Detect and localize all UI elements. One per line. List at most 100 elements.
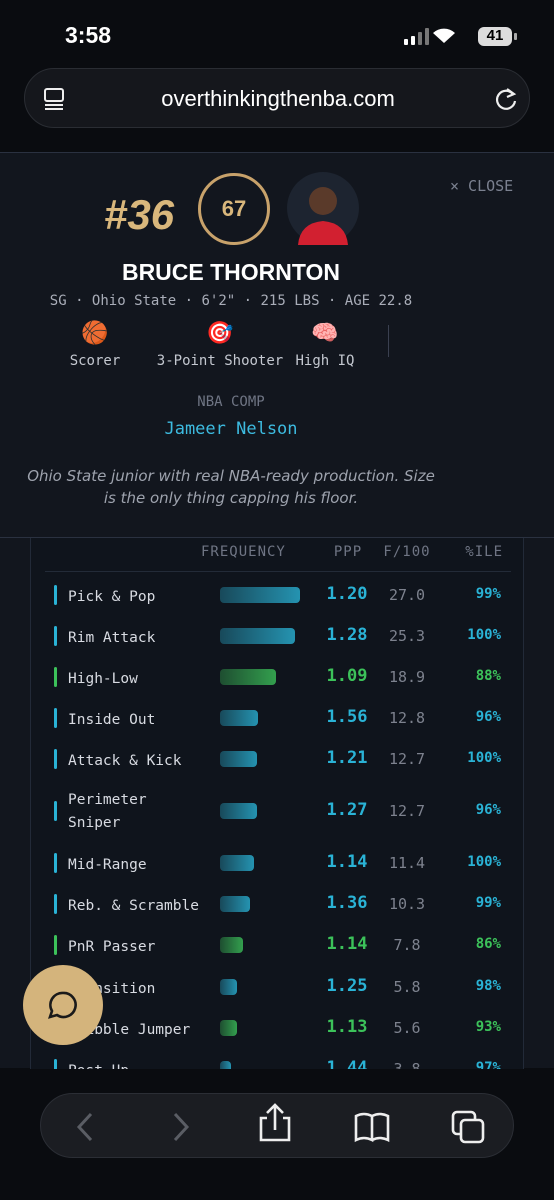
percentile: 99% (475, 586, 501, 602)
percentile: 93% (475, 1019, 501, 1035)
ppp: 1.14 (326, 934, 368, 954)
playtype-name: Reb. & Scramble (68, 898, 199, 914)
f100: 12.8 (388, 709, 426, 727)
ppp: 1.14 (326, 852, 368, 872)
address-bar[interactable]: overthinkingthenba.com (24, 68, 530, 128)
frequency-bar (220, 855, 254, 871)
comp-name[interactable]: Jameer Nelson (164, 419, 298, 439)
toolbar (40, 1093, 514, 1158)
percentile: 96% (475, 802, 501, 818)
playtype-name: Inside Out (68, 712, 156, 728)
frequency-bar (220, 937, 243, 953)
modal: × CLOSE #36 67 BRUCE THORNTON SG · Ohio … (0, 152, 554, 1069)
playtype-table: FREQUENCY PPP F/100 %ILE Pick & Pop 1.20 27.0… (30, 538, 524, 1069)
player-photo (287, 172, 359, 245)
ppp: 1.44 (326, 1058, 368, 1069)
toolbar-icons (76, 1103, 485, 1144)
ppp: 1.13 (326, 1017, 368, 1037)
ppp: 1.56 (326, 707, 368, 727)
tag-label: 3-Point Shooter (156, 353, 284, 369)
ppp: 1.25 (326, 976, 368, 996)
frequency-bar (220, 979, 238, 995)
chat-button[interactable] (23, 965, 103, 1045)
divider (388, 325, 389, 357)
playtype-name: PnR Passer (68, 939, 156, 955)
separator (0, 537, 554, 538)
percentile: 97% (475, 1060, 501, 1069)
row-indicator (54, 801, 57, 821)
status-icons (404, 27, 517, 46)
column-header: PPP (333, 544, 363, 560)
percentile: 86% (475, 936, 501, 952)
f100: 11.4 (388, 854, 426, 872)
tabs-icon[interactable] (43, 87, 67, 111)
ppp: 1.09 (326, 666, 368, 686)
frequency-bar (220, 669, 276, 685)
playtype-name: High-Low (68, 671, 138, 687)
ppp: 1.20 (326, 584, 368, 604)
frequency-bar (220, 1020, 237, 1036)
f100: 27.0 (388, 586, 426, 604)
percentile: 100% (467, 627, 501, 643)
f100: 7.8 (393, 936, 421, 954)
playtype-name: Attack & Kick (68, 753, 182, 769)
ppp: 1.21 (326, 748, 368, 768)
percentile: 100% (467, 854, 501, 870)
row-indicator (54, 585, 57, 605)
frequency-bar (220, 751, 258, 767)
f100: 25.3 (388, 627, 426, 645)
chat-icon (47, 991, 77, 1019)
f100: 12.7 (388, 802, 426, 820)
frequency-bar (220, 710, 258, 726)
url[interactable]: overthinkingthenba.com (161, 86, 395, 111)
row-indicator (54, 853, 57, 873)
tag-icon: 🧠 (311, 321, 339, 346)
row-indicator (54, 749, 57, 769)
close-button[interactable]: × CLOSE (450, 177, 514, 195)
grade: 67 (198, 173, 270, 245)
f100: 12.7 (388, 750, 426, 768)
playtype-name: Perimeter Sniper (68, 792, 147, 831)
ppp: 1.28 (326, 625, 368, 645)
percentile: 99% (475, 895, 501, 911)
comp-label: NBA COMP (197, 394, 265, 410)
tags: 🏀 Scorer 🎯 3-Point Shooter 🧠 High IQ (60, 321, 390, 371)
percentile: 98% (475, 978, 501, 994)
row-indicator (54, 894, 57, 914)
tag-icon: 🎯 (206, 321, 234, 346)
playtype-name: Dribble Jumper (68, 1022, 191, 1038)
f100: 18.9 (388, 668, 426, 686)
f100: 10.3 (388, 895, 426, 913)
percentile: 88% (475, 668, 501, 684)
rank: #36 (104, 191, 175, 238)
row-indicator (54, 667, 57, 687)
column-header: FREQUENCY (201, 544, 286, 560)
frequency-bar (220, 803, 258, 819)
summary: Ohio State junior with real NBA-ready pr… (27, 467, 435, 507)
percentile: 100% (467, 750, 501, 766)
playtype-name: Pick & Pop (68, 589, 156, 605)
frequency-bar (220, 628, 295, 644)
playtype-name: Rim Attack (68, 630, 156, 646)
battery-level: 41 (486, 27, 504, 44)
player-name: BRUCE THORNTON (121, 259, 341, 285)
f100: 3.8 (393, 1060, 421, 1069)
tag-icon: 🏀 (81, 321, 109, 346)
tag-label: High IQ (295, 353, 355, 369)
ppp: 1.36 (326, 893, 368, 913)
header-rule (45, 571, 511, 572)
table-body: Pick & Pop 1.20 27.0 99% Rim Attack 1.28 25.3 1… (31, 538, 523, 1069)
frequency-bar (220, 896, 251, 912)
row-indicator (54, 626, 57, 646)
reload[interactable] (493, 85, 519, 113)
f100: 5.8 (393, 978, 421, 996)
playtype-name: Post Up (68, 1060, 218, 1069)
frequency-bar (220, 1061, 232, 1069)
f100: 5.6 (393, 1019, 421, 1037)
table-header: FREQUENCY PPP F/100 %ILE (31, 544, 523, 566)
bio: SG · Ohio State · 6'2" · 215 LBS · AGE 2… (49, 293, 413, 309)
percentile: 96% (475, 709, 501, 725)
clock: 3:58 (65, 22, 112, 48)
